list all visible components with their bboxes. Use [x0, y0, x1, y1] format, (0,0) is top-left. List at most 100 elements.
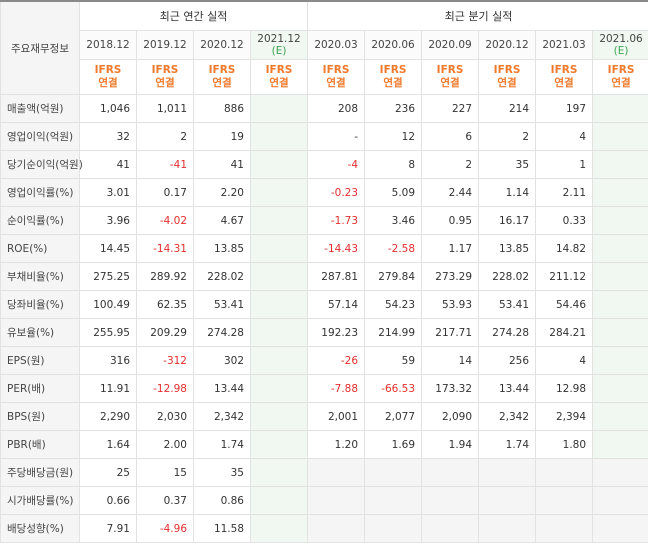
value-cell: [593, 459, 648, 487]
estimate-mark: (E): [614, 45, 629, 57]
value-cell: 53.41: [194, 291, 251, 319]
value-cell: 2.00: [137, 431, 194, 459]
value-cell: 59: [365, 347, 422, 375]
period-header: 2020.12: [194, 31, 251, 60]
value-cell: [479, 487, 536, 515]
period-header: 2020.12: [479, 31, 536, 60]
value-cell: [593, 179, 648, 207]
value-cell: 13.44: [479, 375, 536, 403]
value-cell: 2: [422, 151, 479, 179]
value-cell: [308, 487, 365, 515]
value-cell: 2,090: [422, 403, 479, 431]
value-cell: 0.95: [422, 207, 479, 235]
value-cell: [251, 375, 308, 403]
value-cell: 54.46: [536, 291, 593, 319]
period-label: 2021.12: [257, 33, 300, 45]
value-cell: 256: [479, 347, 536, 375]
ifrs-label: IFRS: [137, 64, 193, 77]
value-cell: 62.35: [137, 291, 194, 319]
value-cell: 192.23: [308, 319, 365, 347]
value-cell: 7.91: [80, 515, 137, 543]
value-cell: [365, 515, 422, 543]
annual-title: 최근 연간 실적: [80, 1, 308, 31]
value-cell: 14.45: [80, 235, 137, 263]
value-cell: [251, 431, 308, 459]
value-cell: 214: [479, 95, 536, 123]
value-cell: 302: [194, 347, 251, 375]
value-cell: 2,001: [308, 403, 365, 431]
value-cell: 13.44: [194, 375, 251, 403]
value-cell: 1: [536, 151, 593, 179]
value-cell: 4: [536, 347, 593, 375]
value-cell: 228.02: [194, 263, 251, 291]
value-cell: [422, 487, 479, 515]
estimate-mark: (E): [272, 45, 287, 57]
period-header: 2021.06 (E): [593, 31, 648, 60]
period-header: 2019.12: [137, 31, 194, 60]
row-label: 영업이익(억원): [1, 123, 80, 151]
value-cell: 275.25: [80, 263, 137, 291]
value-cell: [251, 151, 308, 179]
value-cell: 214.99: [365, 319, 422, 347]
value-cell: [593, 207, 648, 235]
value-cell: 53.41: [479, 291, 536, 319]
value-cell: 228.02: [479, 263, 536, 291]
row-label: PER(배): [1, 375, 80, 403]
period-label: 2021.03: [542, 39, 585, 51]
value-cell: 886: [194, 95, 251, 123]
period-header: 2021.03: [536, 31, 593, 60]
value-cell: 3.96: [80, 207, 137, 235]
value-cell: 16.17: [479, 207, 536, 235]
value-cell: 8: [365, 151, 422, 179]
value-cell: 0.33: [536, 207, 593, 235]
value-cell: 57.14: [308, 291, 365, 319]
value-cell: 2.20: [194, 179, 251, 207]
row-label: PBR(배): [1, 431, 80, 459]
value-cell: -12.98: [137, 375, 194, 403]
value-cell: 211.12: [536, 263, 593, 291]
value-cell: 15: [137, 459, 194, 487]
value-cell: 3.01: [80, 179, 137, 207]
period-label: 2019.12: [143, 39, 186, 51]
ifrs-sublabel: 연결: [251, 77, 307, 90]
value-cell: [251, 347, 308, 375]
value-cell: 1.74: [194, 431, 251, 459]
value-cell: 0.17: [137, 179, 194, 207]
period-label: 2020.06: [371, 39, 414, 51]
value-cell: 316: [80, 347, 137, 375]
value-cell: 0.86: [194, 487, 251, 515]
value-cell: 11.58: [194, 515, 251, 543]
row-label: BPS(원): [1, 403, 80, 431]
period-label: 2018.12: [86, 39, 129, 51]
value-cell: -66.53: [365, 375, 422, 403]
value-cell: 173.32: [422, 375, 479, 403]
value-cell: 35: [194, 459, 251, 487]
value-cell: 1.17: [422, 235, 479, 263]
value-cell: -4: [308, 151, 365, 179]
value-cell: 53.93: [422, 291, 479, 319]
ifrs-label: IFRS: [593, 64, 648, 77]
value-cell: 284.21: [536, 319, 593, 347]
row-label: 매출액(억원): [1, 95, 80, 123]
value-cell: 2.11: [536, 179, 593, 207]
period-header: 2020.06: [365, 31, 422, 60]
quarterly-title: 최근 분기 실적: [308, 1, 648, 31]
value-cell: -41: [137, 151, 194, 179]
value-cell: 12: [365, 123, 422, 151]
